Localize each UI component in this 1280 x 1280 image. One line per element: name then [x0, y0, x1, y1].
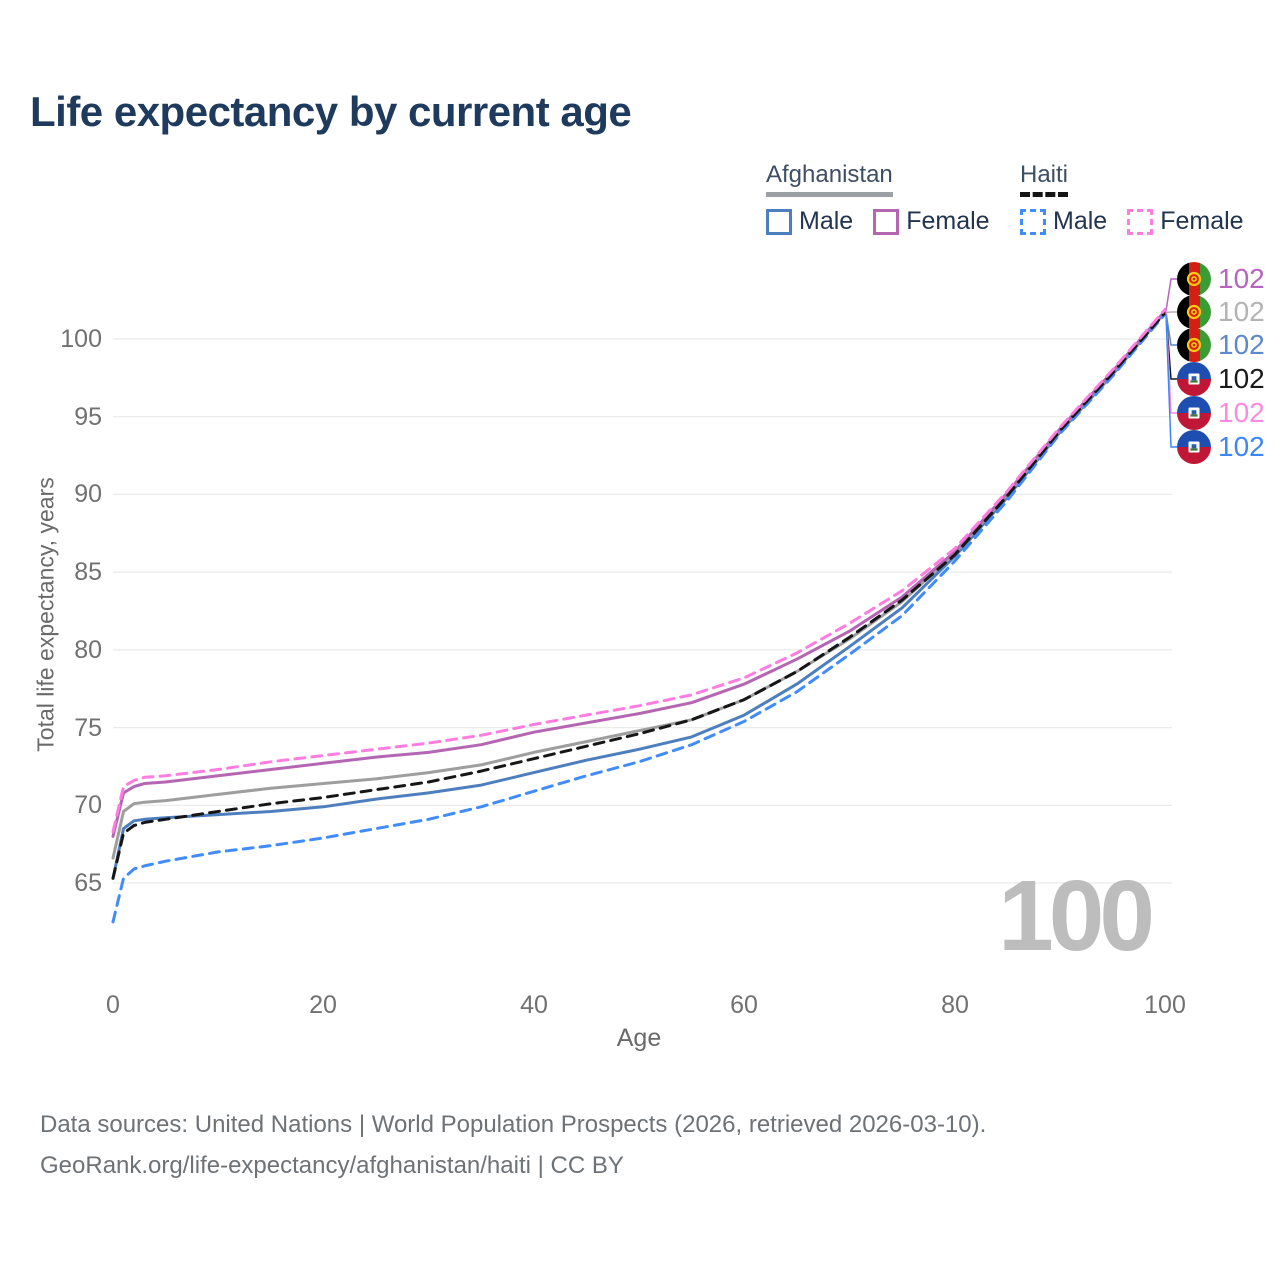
haiti-female-swatch-icon: [1127, 208, 1154, 235]
end-label-connector: [1165, 278, 1177, 312]
end-label-connector: [1165, 312, 1177, 346]
afghanistan-male-swatch-icon: [766, 208, 792, 235]
y-tick-label: 100: [60, 325, 102, 353]
series-line-ht-female: [111, 308, 1167, 834]
end-label-af-avg: 102: [1177, 294, 1265, 330]
haiti-male-swatch-icon: [1020, 208, 1046, 235]
series-line-ht-avg: [111, 311, 1167, 880]
legend-group-haiti: Haiti Male Female: [1020, 161, 1244, 236]
end-label-value: 102: [1218, 431, 1265, 462]
legend-item-afghanistan-female[interactable]: Female: [873, 207, 990, 236]
series-line-af-male: [111, 311, 1167, 880]
end-label-af-male: 102: [1177, 327, 1265, 363]
x-tick-label: 20: [309, 991, 337, 1019]
y-tick-label: 65: [74, 869, 102, 897]
legend-group-afghanistan: Afghanistan Male Female: [766, 161, 990, 236]
footer: Data sources: United Nations | World Pop…: [40, 1104, 986, 1186]
legend-item-haiti-female[interactable]: Female: [1127, 207, 1244, 236]
end-label-ht-female: 102: [1177, 395, 1265, 431]
legend-header-afghanistan[interactable]: Afghanistan: [766, 161, 990, 197]
x-axis-title: Age: [616, 1024, 662, 1052]
end-label-ht-avg: 102: [1177, 361, 1265, 397]
end-label-value: 102: [1218, 263, 1265, 294]
haiti-flag-icon: [1177, 430, 1211, 464]
legend-header-haiti[interactable]: Haiti: [1020, 161, 1244, 197]
legend-items-afghanistan: Male Female: [766, 207, 990, 236]
end-label-value: 102: [1218, 329, 1265, 360]
end-label-connector: [1165, 314, 1177, 448]
legend-item-haiti-male[interactable]: Male: [1020, 207, 1107, 236]
end-label-connector: [1165, 311, 1177, 314]
series-line-af-female: [111, 309, 1167, 838]
afghanistan-flag-icon: [1177, 262, 1211, 296]
y-tick-label: 70: [74, 791, 102, 819]
end-label-value: 102: [1218, 397, 1265, 428]
x-tick-label: 80: [941, 991, 969, 1019]
attribution-line: GeoRank.org/life-expectancy/afghanistan/…: [40, 1152, 624, 1179]
series-line-af-avg: [111, 311, 1167, 860]
data-sources-line: Data sources: United Nations | World Pop…: [40, 1111, 987, 1138]
legend-items-haiti: Male Female: [1020, 207, 1244, 236]
y-tick-label: 95: [74, 403, 102, 431]
series-line-ht-male: [111, 312, 1167, 924]
legend-item-label: Male: [1053, 207, 1108, 235]
afghanistan-female-swatch-icon: [873, 208, 900, 235]
end-label-value: 102: [1218, 363, 1265, 394]
y-tick-label: 80: [74, 636, 102, 664]
y-tick-label: 90: [74, 480, 102, 508]
legend-country-label: Haiti: [1020, 161, 1069, 197]
legend-item-label: Female: [1160, 207, 1244, 235]
haiti-flag-icon: [1177, 362, 1211, 396]
end-label-value: 102: [1218, 296, 1265, 327]
age-watermark: 100: [998, 860, 1155, 972]
afghanistan-flag-icon: [1177, 328, 1211, 362]
y-tick-label: 85: [74, 558, 102, 586]
legend-item-afghanistan-male[interactable]: Male: [766, 207, 853, 236]
y-tick-label: 75: [74, 714, 102, 742]
legend-item-label: Male: [799, 207, 854, 235]
end-label-af-female: 102: [1177, 261, 1265, 297]
x-tick-label: 100: [1144, 991, 1186, 1019]
legend-country-label: Afghanistan: [766, 161, 893, 197]
x-tick-label: 60: [730, 991, 758, 1019]
x-tick-label: 40: [520, 991, 548, 1019]
page-title: Life expectancy by current age: [30, 88, 632, 135]
x-tick-label: 0: [106, 991, 120, 1019]
legend-item-label: Female: [906, 207, 990, 235]
end-label-ht-male: 102: [1177, 429, 1265, 465]
afghanistan-flag-icon: [1177, 295, 1211, 329]
haiti-flag-icon: [1177, 396, 1211, 430]
